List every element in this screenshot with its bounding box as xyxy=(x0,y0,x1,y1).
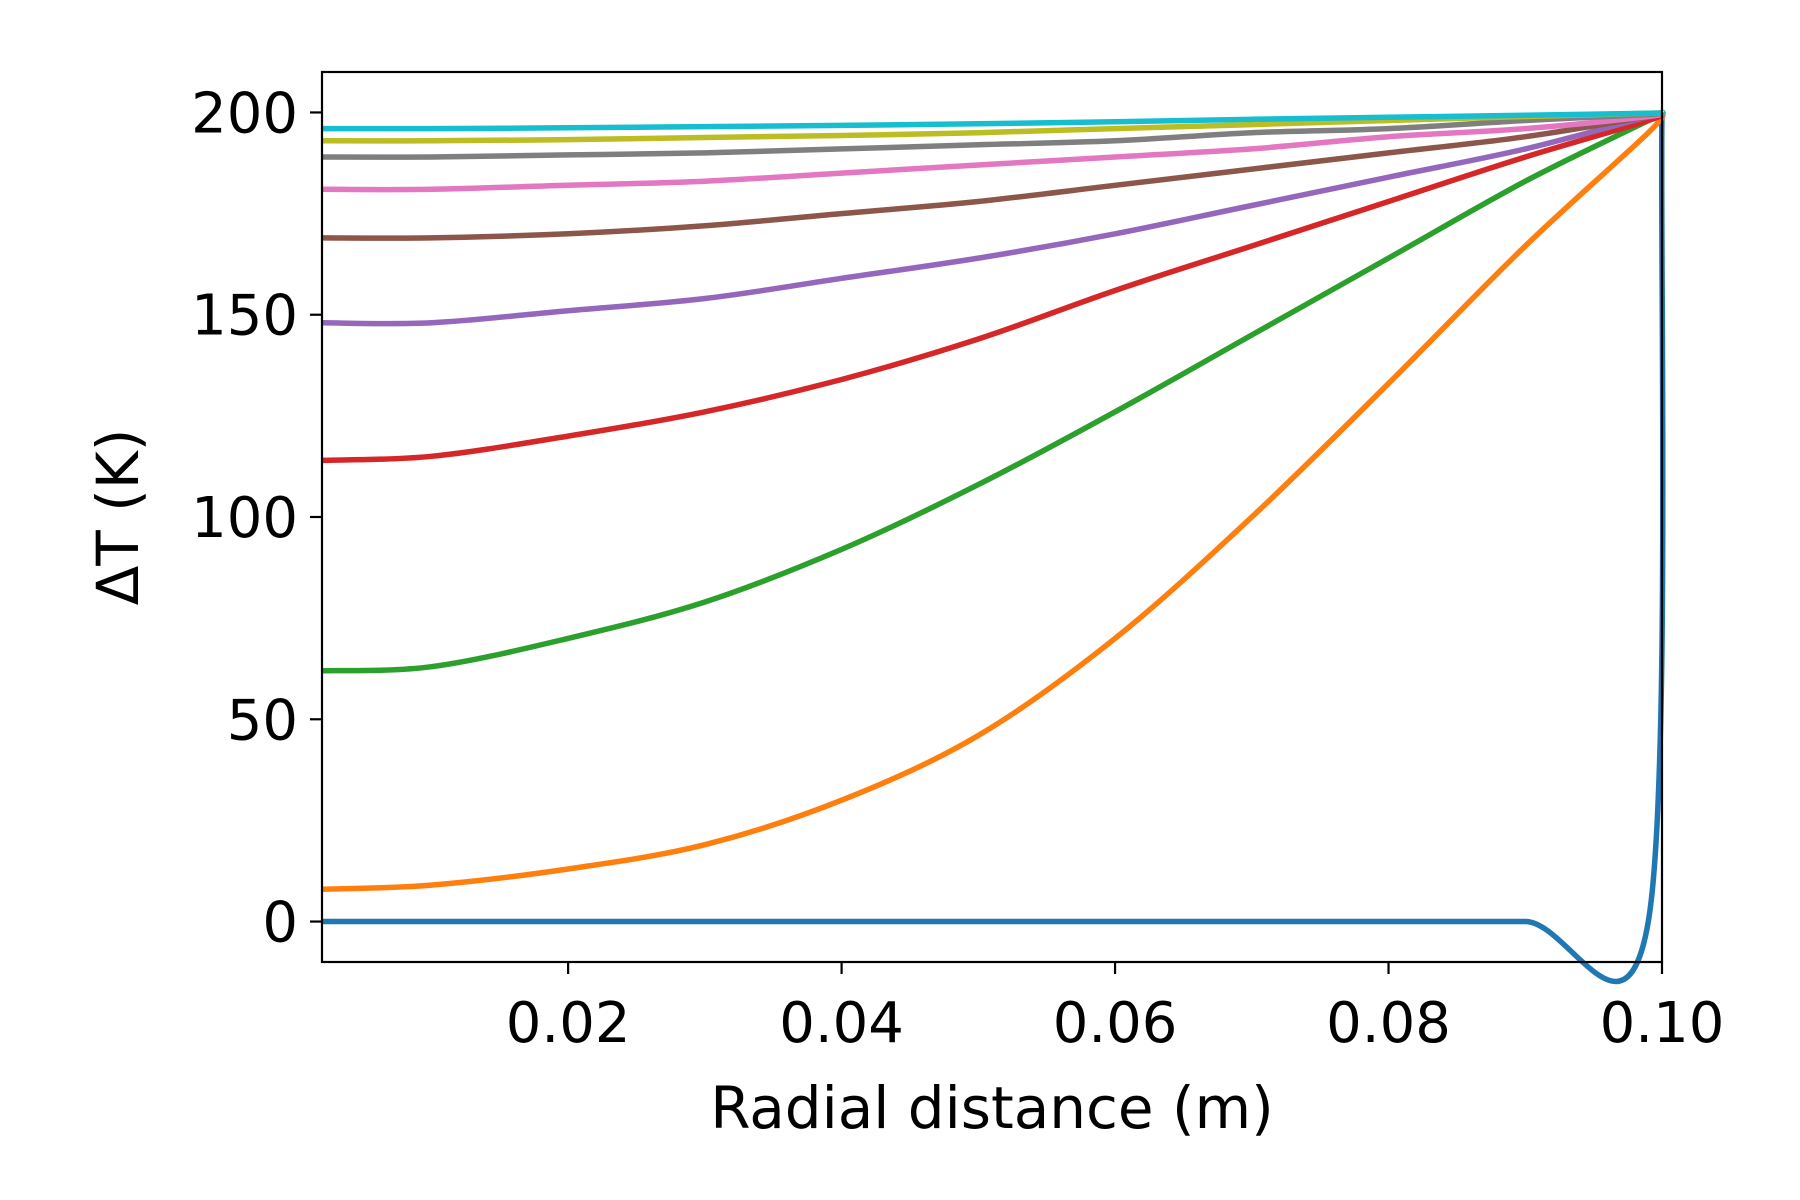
x-tick-label: 0.06 xyxy=(1053,991,1178,1056)
y-tick-label: 100 xyxy=(191,486,298,551)
series-line-1 xyxy=(322,112,1666,985)
series-line-8 xyxy=(321,109,1666,160)
series-line-4 xyxy=(321,110,1666,464)
series-line-3 xyxy=(321,109,1666,674)
y-tick-label: 50 xyxy=(227,688,298,753)
series-line-5 xyxy=(321,109,1666,327)
series-line-6 xyxy=(321,109,1666,241)
x-tick-label: 0.10 xyxy=(1600,991,1725,1056)
y-axis-label: ΔT (K) xyxy=(84,429,152,606)
series-line-10 xyxy=(321,109,1666,132)
series-layer xyxy=(321,109,1666,985)
x-tick-label: 0.08 xyxy=(1326,991,1451,1056)
y-tick-label: 150 xyxy=(191,284,298,349)
x-tick-label: 0.04 xyxy=(779,991,904,1056)
x-axis-label: Radial distance (m) xyxy=(710,1074,1274,1142)
y-tick-label: 0 xyxy=(262,891,298,956)
x-tick-label: 0.02 xyxy=(506,991,631,1056)
y-axis-ticks: 0 50 100 150 200 xyxy=(191,81,322,956)
y-tick-label: 200 xyxy=(191,81,298,146)
plot-frame xyxy=(320,70,1664,964)
x-axis-ticks: 0.02 0.04 0.06 0.08 0.10 xyxy=(506,962,1725,1056)
series-line-2 xyxy=(321,110,1666,892)
series-line-7 xyxy=(321,109,1666,193)
